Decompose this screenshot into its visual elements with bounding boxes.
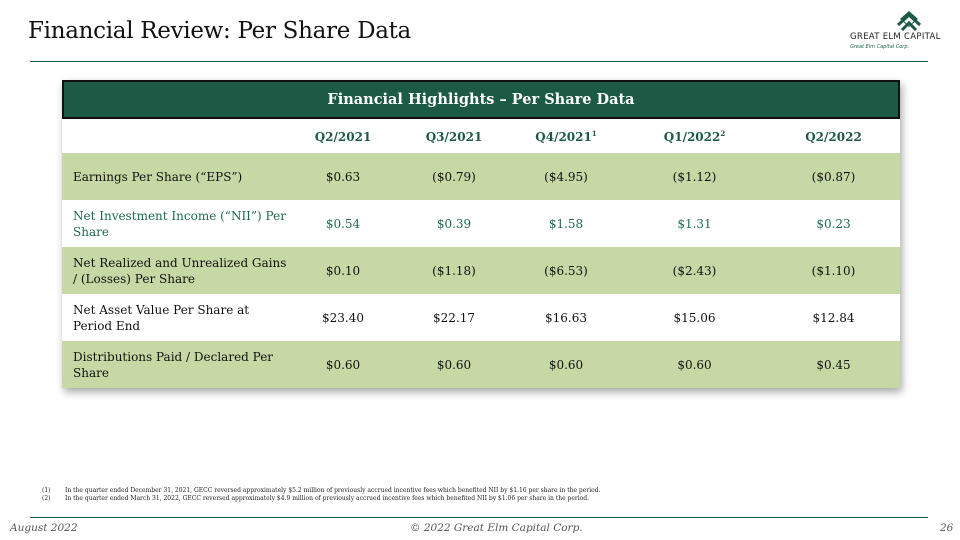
row-label: Distributions Paid / Declared Per Share: [62, 341, 288, 388]
logo-wordmark: GREAT ELM CAPITAL: [850, 32, 941, 42]
page-number: 26: [940, 522, 954, 534]
cell: $0.63: [288, 153, 398, 200]
cell: $0.60: [288, 341, 398, 388]
cell: ($4.95): [510, 153, 622, 200]
cell: ($1.18): [398, 247, 510, 294]
header-empty: [62, 119, 288, 153]
cell: $0.39: [398, 200, 510, 247]
cell: $0.23: [767, 200, 900, 247]
footer-divider: [30, 517, 928, 518]
table-banner: Financial Highlights – Per Share Data: [62, 80, 900, 119]
table-row: Earnings Per Share (“EPS”) $0.63 ($0.79)…: [62, 153, 900, 200]
footnotes: (1) In the quarter ended December 31, 20…: [42, 487, 600, 503]
footnote: (2) In the quarter ended March 31, 2022,…: [42, 495, 600, 503]
cell: $1.31: [622, 200, 767, 247]
column-header: Q1/20222: [622, 119, 767, 153]
row-label: Net Asset Value Per Share at Period End: [62, 294, 288, 341]
footnote-number: (1): [42, 487, 51, 494]
footnote: (1) In the quarter ended December 31, 20…: [42, 487, 600, 495]
cell: $0.60: [622, 341, 767, 388]
logo-subtitle: Great Elm Capital Corp.: [850, 44, 910, 50]
cell: $1.58: [510, 200, 622, 247]
footer-date: August 2022: [10, 522, 78, 534]
footnote-text: In the quarter ended March 31, 2022, GEC…: [65, 495, 590, 502]
data-table: Q2/2021 Q3/2021 Q4/20211 Q1/20222 Q2/202…: [62, 119, 900, 388]
cell: $0.60: [398, 341, 510, 388]
row-label: Earnings Per Share (“EPS”): [62, 153, 288, 200]
cell: $0.10: [288, 247, 398, 294]
cell: ($0.87): [767, 153, 900, 200]
footer-copyright: © 2022 Great Elm Capital Corp.: [410, 522, 583, 534]
company-logo: GREAT ELM CAPITAL Great Elm Capital Corp…: [840, 8, 960, 54]
elm-chevron-icon: [896, 11, 922, 32]
table-row: Net Asset Value Per Share at Period End …: [62, 294, 900, 341]
header-divider: [30, 61, 928, 62]
cell: $0.60: [510, 341, 622, 388]
footnote-number: (2): [42, 495, 51, 502]
cell: $22.17: [398, 294, 510, 341]
cell: $23.40: [288, 294, 398, 341]
column-header: Q4/20211: [510, 119, 622, 153]
cell: $0.54: [288, 200, 398, 247]
table-row: Distributions Paid / Declared Per Share …: [62, 341, 900, 388]
cell: ($2.43): [622, 247, 767, 294]
cell: $16.63: [510, 294, 622, 341]
cell: $12.84: [767, 294, 900, 341]
cell: $0.45: [767, 341, 900, 388]
per-share-table: Financial Highlights – Per Share Data Q2…: [62, 80, 900, 388]
cell: ($1.10): [767, 247, 900, 294]
row-label: Net Realized and Unrealized Gains / (Los…: [62, 247, 288, 294]
column-header: Q3/2021: [398, 119, 510, 153]
cell: ($0.79): [398, 153, 510, 200]
table-header-row: Q2/2021 Q3/2021 Q4/20211 Q1/20222 Q2/202…: [62, 119, 900, 153]
footnote-text: In the quarter ended December 31, 2021, …: [65, 487, 601, 494]
cell: ($6.53): [510, 247, 622, 294]
column-header: Q2/2022: [767, 119, 900, 153]
table-row: Net Realized and Unrealized Gains / (Los…: [62, 247, 900, 294]
row-label: Net Investment Income (“NII”) Per Share: [62, 200, 288, 247]
page-title: Financial Review: Per Share Data: [28, 18, 411, 44]
column-header: Q2/2021: [288, 119, 398, 153]
cell: ($1.12): [622, 153, 767, 200]
table-row: Net Investment Income (“NII”) Per Share …: [62, 200, 900, 247]
cell: $15.06: [622, 294, 767, 341]
